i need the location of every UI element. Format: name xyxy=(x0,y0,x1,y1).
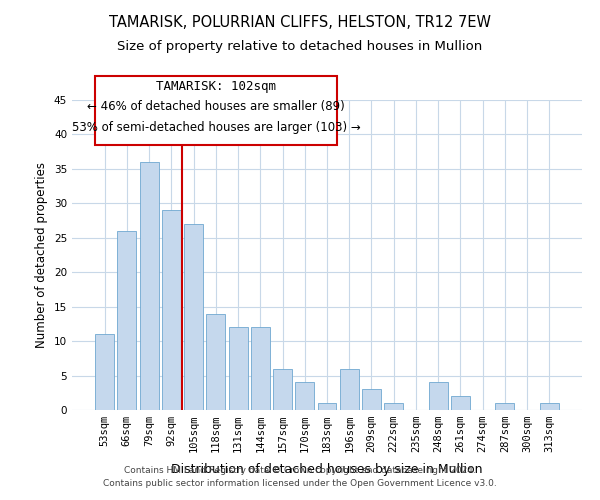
Bar xyxy=(95,334,114,410)
Bar xyxy=(496,403,514,410)
Bar xyxy=(295,382,314,410)
Text: TAMARISK, POLURRIAN CLIFFS, HELSTON, TR12 7EW: TAMARISK, POLURRIAN CLIFFS, HELSTON, TR1… xyxy=(109,15,491,30)
Bar xyxy=(162,210,181,410)
Bar xyxy=(273,368,292,410)
X-axis label: Distribution of detached houses by size in Mullion: Distribution of detached houses by size … xyxy=(171,464,483,476)
Text: 53% of semi-detached houses are larger (103) →: 53% of semi-detached houses are larger (… xyxy=(71,121,361,134)
Bar xyxy=(251,328,270,410)
Bar xyxy=(229,328,248,410)
Bar xyxy=(540,403,559,410)
Text: Size of property relative to detached houses in Mullion: Size of property relative to detached ho… xyxy=(118,40,482,53)
Bar xyxy=(206,314,225,410)
Bar xyxy=(317,403,337,410)
Bar xyxy=(140,162,158,410)
Bar xyxy=(451,396,470,410)
Bar xyxy=(384,403,403,410)
Bar xyxy=(362,390,381,410)
FancyBboxPatch shape xyxy=(95,76,337,145)
Bar xyxy=(184,224,203,410)
Text: TAMARISK: 102sqm: TAMARISK: 102sqm xyxy=(156,80,276,92)
Bar xyxy=(429,382,448,410)
Bar xyxy=(118,231,136,410)
Text: ← 46% of detached houses are smaller (89): ← 46% of detached houses are smaller (89… xyxy=(87,100,345,114)
Text: Contains HM Land Registry data © Crown copyright and database right 2024.
Contai: Contains HM Land Registry data © Crown c… xyxy=(103,466,497,487)
Bar xyxy=(340,368,359,410)
Y-axis label: Number of detached properties: Number of detached properties xyxy=(35,162,49,348)
